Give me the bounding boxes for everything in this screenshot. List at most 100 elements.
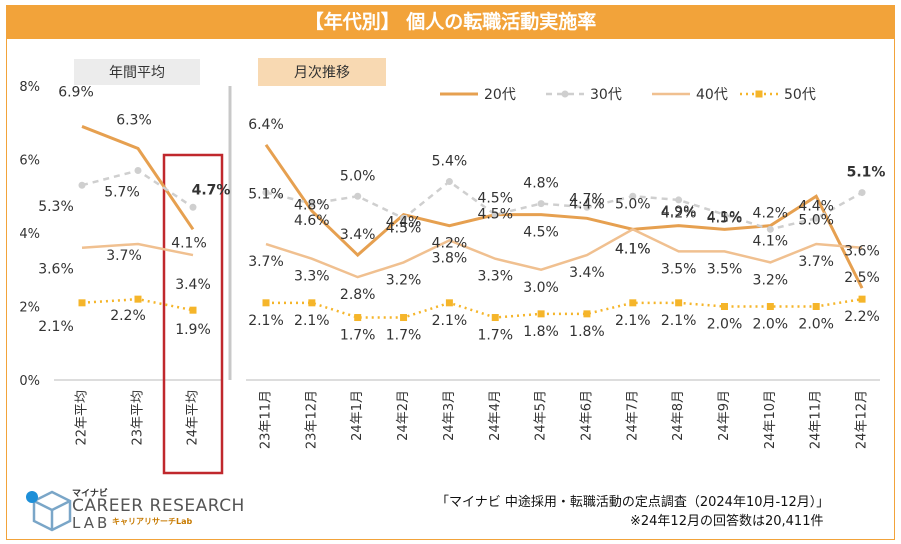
monthly-data-label: 4.5% — [523, 225, 559, 241]
monthly-point — [537, 200, 545, 208]
x-tick-label: 24年1月 — [350, 390, 365, 441]
y-tick-label: 8% — [19, 80, 40, 95]
monthly-data-label: 4.5% — [477, 207, 513, 223]
x-tick-label: 23年12月 — [304, 390, 319, 449]
x-tick-label: 24年2月 — [396, 390, 411, 441]
legend-label: 20代 — [484, 87, 516, 103]
annual-point — [78, 299, 86, 307]
monthly-data-label: 1.7% — [477, 328, 513, 344]
monthly-data-label: 5.0% — [340, 168, 376, 184]
monthly-point — [491, 314, 499, 322]
annual-data-label: 1.9% — [175, 322, 211, 338]
monthly-point — [583, 310, 591, 318]
chart-title: 【年代別】 個人の転職活動実施率 — [6, 5, 895, 39]
monthly-point — [491, 211, 499, 219]
monthly-data-label: 3.8% — [432, 250, 468, 266]
logo-dot — [26, 491, 38, 503]
x-tick-label: 24年3月 — [442, 390, 457, 441]
legend-label: 40代 — [696, 87, 728, 103]
monthly-data-label: 2.0% — [798, 317, 834, 333]
logo-icon — [26, 490, 72, 532]
annual-point — [134, 295, 142, 303]
monthly-data-label: 1.8% — [569, 324, 605, 340]
x-tick-label: 24年6月 — [579, 390, 594, 441]
annual-panel-label: 年間平均 — [109, 65, 165, 81]
monthly-data-label: 4.4% — [569, 196, 605, 212]
monthly-point — [445, 178, 453, 186]
logo-line1: CAREER RESEARCH — [72, 496, 245, 516]
legend-label: 30代 — [590, 87, 622, 103]
monthly-data-label: 2.0% — [753, 317, 789, 333]
x-tick-label: 23年平均 — [131, 390, 146, 446]
monthly-point — [354, 314, 362, 322]
monthly-point — [354, 192, 362, 200]
monthly-data-label: 1.7% — [340, 328, 376, 344]
monthly-point — [308, 299, 316, 307]
monthly-data-label: 5.0% — [615, 196, 651, 212]
annual-series-line-0 — [81, 125, 195, 231]
annual-point — [134, 167, 142, 175]
source-note: 「マイナビ 中途採用・転職活動の定点調査（2024年10月-12月）」 — [436, 495, 830, 510]
monthly-data-label: 3.5% — [661, 261, 697, 277]
x-tick-label: 24年平均 — [186, 390, 201, 446]
logo-sub: キャリアリサーチLab — [112, 517, 193, 526]
logo-cube-edge — [33, 499, 71, 512]
monthly-point — [629, 192, 637, 200]
monthly-data-label: 5.1% — [847, 165, 886, 181]
monthly-data-label: 4.1% — [707, 209, 743, 225]
monthly-data-label: 4.9% — [661, 204, 697, 220]
monthly-point — [583, 203, 591, 211]
x-tick-label: 24年10月 — [763, 390, 778, 449]
monthly-data-label: 3.7% — [248, 254, 284, 270]
monthly-data-label: 4.2% — [661, 206, 697, 222]
monthly-series-line-1 — [265, 179, 863, 231]
monthly-point — [812, 214, 820, 222]
y-tick-label: 2% — [19, 301, 40, 316]
monthly-data-label: 4.8% — [294, 198, 330, 214]
x-tick-label: 24年12月 — [855, 390, 870, 449]
monthly-data-label: 4.5% — [477, 191, 513, 207]
x-tick-label: 23年11月 — [259, 390, 274, 449]
monthly-data-label: 1.7% — [386, 328, 422, 344]
x-tick-label: 24年7月 — [625, 390, 640, 441]
monthly-point — [262, 189, 270, 197]
monthly-data-label: 2.1% — [661, 313, 697, 329]
x-tick-label: 24年11月 — [809, 390, 824, 449]
monthly-data-label: 4.6% — [294, 213, 330, 229]
x-tick-label: 24年4月 — [488, 390, 503, 441]
monthly-data-label: 6.4% — [248, 117, 284, 133]
x-tick-label: 24年5月 — [534, 390, 549, 441]
annual-point — [189, 203, 197, 211]
legend-marker — [755, 90, 763, 98]
annual-series-line-3 — [81, 297, 194, 312]
monthly-point — [721, 211, 728, 219]
monthly-data-label: 3.4% — [569, 265, 605, 281]
logo-line2: LAB — [72, 514, 111, 532]
annual-data-label: 5.3% — [38, 199, 74, 215]
x-tick-label: 24年9月 — [717, 390, 732, 441]
monthly-point — [629, 299, 637, 307]
monthly-data-label: 3.3% — [294, 269, 330, 285]
highlight-box — [162, 153, 224, 475]
annual-data-label: 3.7% — [106, 248, 142, 264]
monthly-point — [400, 314, 408, 322]
monthly-data-label: 4.8% — [523, 176, 559, 192]
monthly-data-label: 3.4% — [340, 227, 376, 243]
monthly-data-label: 3.3% — [477, 269, 513, 285]
monthly-data-label: 5.4% — [432, 154, 468, 170]
annual-data-label: 2.2% — [110, 308, 146, 324]
annual-data-label: 3.4% — [175, 277, 211, 293]
monthly-data-label: 3.2% — [753, 272, 789, 288]
monthly-data-label: 4.5% — [386, 221, 422, 237]
monthly-data-label: 4.4% — [798, 198, 834, 214]
monthly-point — [812, 303, 820, 310]
monthly-point — [308, 200, 316, 208]
chart-frame — [6, 39, 895, 540]
legend-marker — [561, 90, 569, 98]
monthly-series-line-3 — [266, 297, 863, 319]
annual-data-label: 4.7% — [192, 182, 231, 198]
annual-point — [189, 306, 197, 314]
monthly-data-label: 3.7% — [798, 254, 834, 270]
legend-label: 50代 — [784, 87, 816, 103]
